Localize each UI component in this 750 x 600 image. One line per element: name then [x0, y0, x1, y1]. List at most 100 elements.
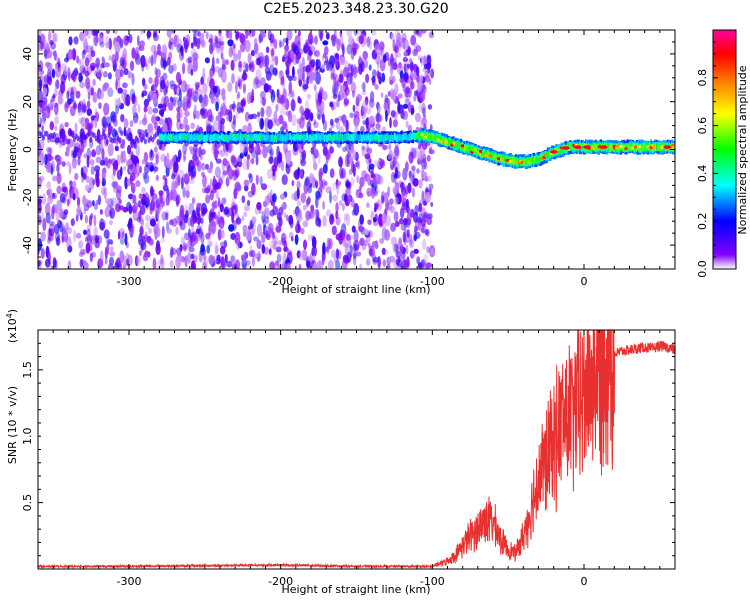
colorbar-tick-label: 0.8 — [696, 69, 709, 87]
heatmap-cell — [139, 119, 142, 126]
heatmap-cell — [420, 219, 427, 227]
heatmap-cell — [184, 40, 188, 53]
heatmap-cell — [43, 74, 50, 84]
heatmap-cell — [57, 57, 61, 69]
heatmap-cell — [129, 224, 134, 238]
heatmap-cell — [208, 38, 213, 44]
heatmap-cell — [374, 84, 379, 90]
heatmap-cell — [203, 93, 207, 105]
heatmap-cell — [242, 224, 248, 232]
heatmap-cell — [268, 222, 274, 235]
heatmap-cell — [583, 145, 591, 149]
heatmap-cell — [77, 156, 81, 166]
heatmap-cell — [154, 75, 159, 88]
heatmap-cell — [353, 229, 359, 243]
heatmap-cell — [322, 200, 325, 210]
heatmap-cell — [420, 207, 426, 219]
heatmap-cell — [411, 187, 415, 198]
heatmap-cell — [366, 37, 371, 48]
heatmap-cell — [419, 93, 426, 99]
heatmap-cell — [75, 90, 81, 99]
heatmap-cell — [173, 83, 178, 96]
heatmap-cell — [155, 116, 161, 122]
heatmap-cell — [222, 170, 228, 176]
heatmap-cell — [300, 159, 307, 167]
heatmap-cell — [232, 114, 236, 126]
heatmap-cell — [419, 116, 425, 129]
heatmap-cell — [72, 36, 79, 44]
heatmap-cell — [273, 68, 278, 77]
heatmap-cell — [270, 55, 276, 66]
heatmap-cell — [342, 119, 346, 127]
heatmap-cell — [38, 41, 41, 53]
heatmap-cell — [42, 134, 45, 141]
colorbar-tick-label: 0.4 — [696, 165, 709, 183]
heatmap-cell — [220, 229, 225, 239]
heatmap-cell — [209, 78, 215, 90]
heatmap-cell — [281, 174, 288, 186]
spectrogram-y-label: Frequency (Hz) — [6, 109, 19, 192]
heatmap-cell — [430, 68, 434, 79]
heatmap-cell — [197, 31, 202, 37]
heatmap-cell — [51, 205, 56, 214]
heatmap-cell — [114, 146, 119, 152]
heatmap-cell — [143, 98, 149, 108]
heatmap-cell — [188, 246, 195, 253]
heatmap-cell — [222, 95, 227, 106]
heatmap-cell — [329, 190, 332, 204]
heatmap-cell — [90, 165, 95, 175]
heatmap-cell — [54, 102, 59, 116]
heatmap-cell — [313, 148, 319, 159]
heatmap-cell — [68, 192, 72, 205]
heatmap-cell — [75, 232, 82, 239]
heatmap-cell — [212, 200, 216, 211]
heatmap-cell — [235, 111, 239, 120]
heatmap-cell — [384, 229, 391, 241]
heatmap-cell — [184, 110, 190, 117]
heatmap-cell — [76, 204, 81, 214]
heatmap-cell — [352, 42, 358, 54]
heatmap-cell — [269, 33, 275, 44]
heatmap-cell — [304, 42, 309, 52]
heatmap-cell — [217, 134, 220, 142]
heatmap-cell — [203, 251, 206, 261]
heatmap-cell — [228, 46, 233, 58]
heatmap-cell — [73, 36, 79, 45]
heatmap-cell — [87, 130, 91, 137]
heatmap-cell — [297, 200, 301, 206]
heatmap-cell — [84, 70, 90, 77]
heatmap-cell — [91, 251, 96, 258]
heatmap-cell — [179, 209, 185, 223]
heatmap-cell — [408, 151, 414, 164]
heatmap-cell — [76, 206, 82, 217]
heatmap-cell — [129, 120, 134, 128]
heatmap-cell — [242, 61, 247, 69]
heatmap-cell — [107, 262, 114, 269]
heatmap-cell — [392, 38, 396, 52]
heatmap-cell — [337, 90, 344, 101]
heatmap-cell — [373, 178, 377, 187]
heatmap-cell — [599, 145, 608, 149]
snr-panel: -300 -200 -100 0 0.5 1.0 1.5 Height of straig… — [5, 309, 676, 596]
heatmap-cell — [46, 68, 52, 80]
heatmap-cell — [209, 69, 214, 79]
heatmap-cell — [231, 210, 235, 224]
heatmap-cell — [219, 149, 226, 157]
heatmap-cell — [387, 263, 390, 269]
heatmap-cell — [272, 168, 276, 177]
heatmap-cell — [406, 198, 409, 208]
heatmap-cell — [241, 195, 246, 204]
heatmap-cell — [216, 254, 221, 262]
heatmap-cell — [420, 227, 425, 233]
heatmap-cell — [122, 82, 128, 89]
heatmap-cell — [394, 166, 398, 179]
heatmap-cell — [390, 222, 397, 232]
heatmap-cell — [272, 231, 276, 240]
colorbar-label: Normalized spectral amplitude — [736, 65, 749, 234]
heatmap-cell — [346, 44, 353, 55]
heatmap-cell — [117, 78, 121, 88]
heatmap-cell — [144, 164, 150, 175]
heatmap-cell — [364, 228, 369, 236]
heatmap-cell — [89, 252, 93, 263]
heatmap-cell — [154, 67, 158, 76]
